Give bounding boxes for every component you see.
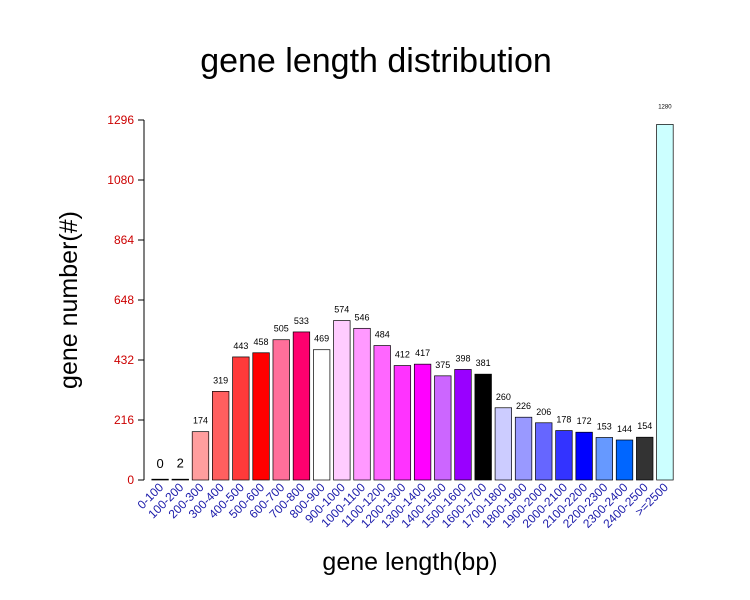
bar-1300-1400 xyxy=(413,363,432,481)
value-label: 144 xyxy=(617,424,632,434)
bars xyxy=(151,124,674,481)
bar-900-1000 xyxy=(333,320,351,481)
bar-600-700 xyxy=(272,339,290,481)
value-label: 469 xyxy=(314,334,329,344)
value-label: 375 xyxy=(435,360,450,370)
bar-1400-1500 xyxy=(434,375,452,481)
bar-400-500 xyxy=(232,356,250,481)
value-label: 443 xyxy=(233,341,248,351)
value-label: 381 xyxy=(476,358,491,368)
bar-1200-1300 xyxy=(393,365,412,481)
y-tick-label: 0 xyxy=(127,473,134,487)
y-tick-label: 1296 xyxy=(107,113,134,127)
value-label: 505 xyxy=(274,324,289,334)
value-label: 172 xyxy=(577,416,592,426)
x-axis-ticks: 0-100100-200200-300300-400400-500500-600… xyxy=(135,480,672,531)
value-label: 319 xyxy=(213,375,228,385)
y-axis: 0 216 432 648 864 1080 1296 xyxy=(107,113,145,487)
bar-1700-1800 xyxy=(494,407,512,481)
bar-0-100 xyxy=(151,478,169,481)
y-axis-title: gene number(#) xyxy=(55,211,83,389)
bar->=2500 xyxy=(656,124,674,481)
bar-2100-2200 xyxy=(575,431,593,481)
value-label: 574 xyxy=(334,305,349,315)
bar-1600-1700 xyxy=(474,373,492,481)
bar-1100-1200 xyxy=(373,345,391,481)
value-label: 398 xyxy=(455,353,470,363)
value-label: 417 xyxy=(415,348,430,358)
value-label: 2 xyxy=(177,455,184,470)
value-label: 206 xyxy=(536,407,551,417)
y-tick-label: 432 xyxy=(114,353,134,367)
x-axis-title: gene length(bp) xyxy=(322,548,497,576)
value-label: 226 xyxy=(516,401,531,411)
value-label: 412 xyxy=(395,350,410,360)
bar-200-300 xyxy=(191,431,210,481)
value-label: 154 xyxy=(637,421,652,431)
value-label: 1280 xyxy=(658,104,672,110)
bar-2300-2400 xyxy=(615,439,634,481)
bar-2400-2500 xyxy=(636,436,654,481)
bar-500-600 xyxy=(252,352,270,481)
y-tick-label: 216 xyxy=(114,413,134,427)
y-tick-label: 648 xyxy=(114,293,134,307)
value-label: 484 xyxy=(375,330,390,340)
value-label: 174 xyxy=(193,416,208,426)
value-label: 260 xyxy=(496,392,511,402)
bar-1800-1900 xyxy=(514,416,533,481)
bar-700-800 xyxy=(292,331,311,481)
y-tick-label: 1080 xyxy=(107,173,134,187)
bar-800-900 xyxy=(313,349,331,481)
y-tick-label: 864 xyxy=(114,233,134,247)
bar-100-200 xyxy=(171,478,189,481)
value-labels: 0 2 174 319 443 458 505 533 469 574 546 484 412 417 37… xyxy=(156,104,672,471)
chart-title: gene length distribution xyxy=(200,42,552,80)
value-label: 546 xyxy=(355,312,370,322)
value-label: 153 xyxy=(597,422,612,432)
value-label: 533 xyxy=(294,316,309,326)
value-label: 0 xyxy=(156,456,163,471)
bar-1000-1100 xyxy=(353,327,371,481)
value-label: 178 xyxy=(556,415,571,425)
bar-1900-2000 xyxy=(535,422,553,481)
value-label: 458 xyxy=(254,337,269,347)
bar-2200-2300 xyxy=(595,437,613,481)
bar-1500-1600 xyxy=(454,369,472,481)
bar-2000-2100 xyxy=(555,430,573,481)
bar-300-400 xyxy=(212,391,230,481)
